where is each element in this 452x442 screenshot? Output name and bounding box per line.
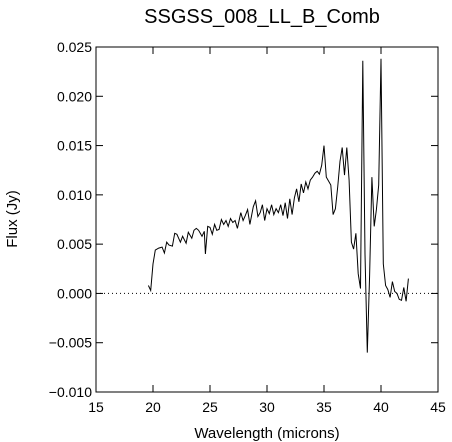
x-axis-ticks: 15 20 25 30 35 40 45 <box>88 47 446 415</box>
y-tick-label: −0.010 <box>49 384 92 400</box>
x-tick-label: 15 <box>88 399 104 415</box>
y-tick-label: 0.015 <box>57 138 92 154</box>
chart-title: SSGSS_008_LL_B_Comb <box>144 6 380 28</box>
x-tick-label: 30 <box>259 399 275 415</box>
y-tick-label: 0.005 <box>57 236 92 252</box>
y-tick-label: 0.000 <box>57 285 92 301</box>
y-axis-label: Flux (Jy) <box>4 190 21 248</box>
y-axis-ticks: −0.010 −0.005 0.000 0.005 0.010 0.015 0.020 0.0… <box>49 39 438 400</box>
y-tick-label: 0.010 <box>57 187 92 203</box>
x-axis-label: Wavelength (microns) <box>194 425 339 442</box>
y-tick-label: 0.025 <box>57 39 92 55</box>
y-tick-label: −0.005 <box>49 335 92 351</box>
flux-series-line <box>147 58 409 353</box>
x-tick-label: 45 <box>430 399 446 415</box>
x-tick-label: 25 <box>202 399 218 415</box>
x-tick-label: 35 <box>316 399 332 415</box>
x-tick-label: 20 <box>145 399 161 415</box>
y-tick-label: 0.020 <box>57 88 92 104</box>
plot-frame <box>95 46 439 393</box>
x-tick-label: 40 <box>373 399 389 415</box>
